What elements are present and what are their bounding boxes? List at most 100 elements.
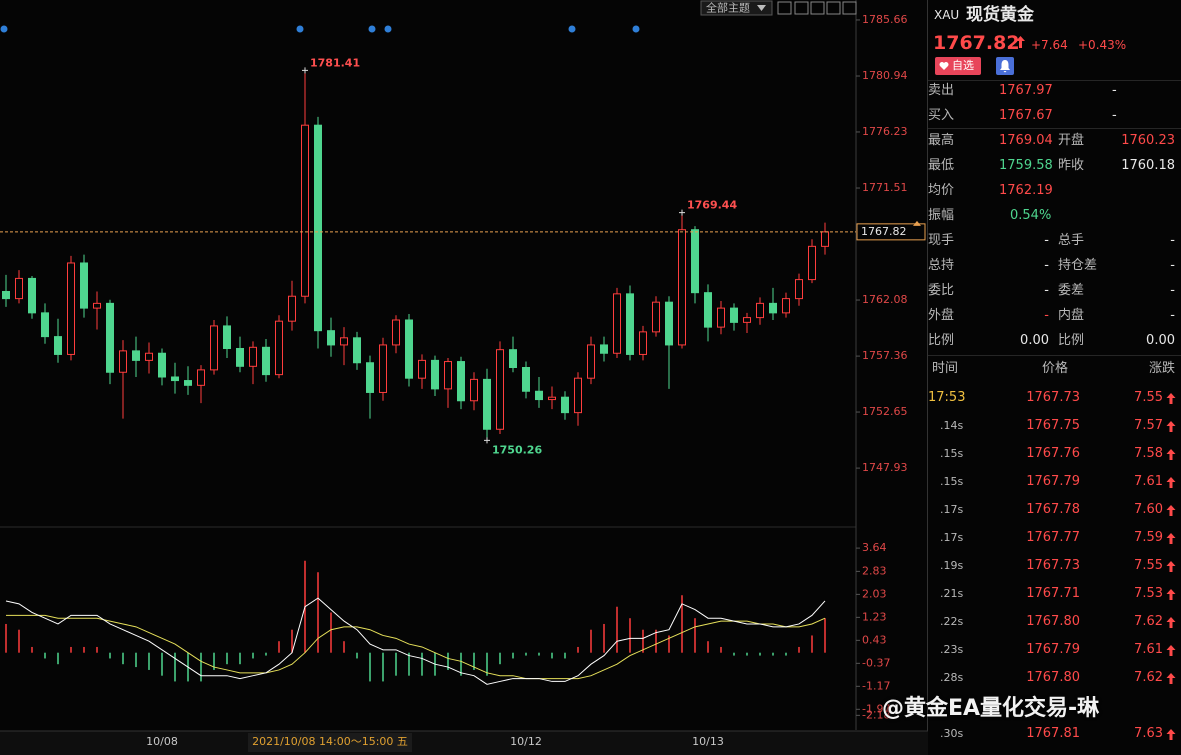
quote-r2-1: - bbox=[1044, 258, 1049, 273]
watch-button[interactable]: 自选 bbox=[935, 57, 981, 75]
instrument-name: 现货黄金 bbox=[966, 5, 1034, 25]
candle-body bbox=[236, 347, 244, 367]
theme-button[interactable] bbox=[700, 0, 773, 16]
quote-avg-0: 均价 bbox=[928, 183, 955, 198]
candle-body bbox=[366, 362, 374, 393]
quote-high-2: 开盘 bbox=[1058, 133, 1085, 148]
candle-body bbox=[561, 396, 569, 414]
tick-change: 7.58 bbox=[1134, 446, 1163, 461]
tick-price: 1767.81 bbox=[1026, 726, 1080, 741]
event-dot bbox=[296, 25, 304, 33]
candle-body bbox=[2, 290, 10, 300]
separator bbox=[928, 128, 1181, 129]
candle-body bbox=[522, 367, 530, 392]
tick-time: .15s bbox=[940, 447, 964, 460]
tick-header-change: 涨跌 bbox=[1148, 361, 1175, 376]
candle-body bbox=[67, 262, 75, 355]
up-arrow bbox=[1166, 449, 1176, 460]
quote-buy-0: 买入 bbox=[928, 108, 955, 123]
quote-r5-1: 0.00 bbox=[1020, 333, 1049, 348]
tick-time: 17:53 bbox=[928, 390, 966, 405]
candle-body bbox=[431, 359, 439, 390]
candle-body bbox=[691, 229, 699, 294]
quote-r3-2: 委差 bbox=[1058, 283, 1085, 298]
y-tick-label: -2.18 bbox=[862, 708, 890, 721]
quote-sell-1: 1767.97 bbox=[999, 83, 1053, 98]
tick-price: 1767.77 bbox=[1026, 530, 1080, 545]
candle-body bbox=[782, 298, 790, 314]
candle-body bbox=[613, 293, 621, 354]
price-change: +7.64 bbox=[1031, 38, 1068, 52]
candle-body bbox=[483, 378, 491, 430]
up-arrow bbox=[1166, 421, 1176, 432]
quote-sell-0: 卖出 bbox=[928, 83, 955, 98]
y-tick-label: 1785.66 bbox=[862, 13, 908, 26]
candle-body bbox=[405, 319, 413, 379]
separator bbox=[928, 80, 1181, 81]
tool-icon[interactable] bbox=[777, 1, 792, 15]
candle-body bbox=[223, 325, 231, 349]
up-arrow bbox=[1166, 477, 1176, 488]
candle-body bbox=[639, 331, 647, 355]
alert-button[interactable] bbox=[996, 57, 1014, 75]
tick-time: .22s bbox=[940, 615, 964, 628]
last-price-label: 1767.82 bbox=[861, 225, 907, 238]
tick-change: 7.59 bbox=[1134, 530, 1163, 545]
up-arrow bbox=[1166, 729, 1176, 740]
tick-change: 7.62 bbox=[1134, 614, 1163, 629]
y-tick-label: 1.23 bbox=[862, 610, 887, 623]
up-arrow bbox=[1166, 533, 1176, 544]
quote-r3-0: 委比 bbox=[928, 283, 955, 298]
watch-label: 自选 bbox=[952, 59, 974, 72]
candle-body bbox=[171, 376, 179, 382]
tick-time: .21s bbox=[940, 587, 964, 600]
candle-body bbox=[678, 229, 686, 346]
y-tick-label: 1776.23 bbox=[862, 125, 908, 138]
last-price-box bbox=[856, 223, 926, 241]
tool-icon[interactable] bbox=[810, 1, 825, 15]
tick-price: 1767.79 bbox=[1026, 642, 1080, 657]
tool-icon[interactable] bbox=[794, 1, 809, 15]
event-dot bbox=[0, 25, 8, 33]
candle-body bbox=[600, 344, 608, 354]
chart: 全部主题 2021/10/08 14:00～15:00 五 1747.93 175… bbox=[0, 0, 928, 755]
y-tick-label: -1.17 bbox=[862, 679, 890, 692]
extreme-marker bbox=[484, 437, 490, 444]
dropdown-icon bbox=[757, 5, 766, 11]
candle-body bbox=[587, 344, 595, 379]
candle-body bbox=[535, 390, 543, 401]
tool-icon[interactable] bbox=[842, 1, 857, 15]
candle-body bbox=[457, 361, 465, 402]
y-tick-label: -1.97 bbox=[862, 702, 890, 715]
quote-r2-2: 持仓差 bbox=[1058, 258, 1098, 273]
x-tick-label: 10/12 bbox=[510, 735, 542, 748]
quote-r1-2: 总手 bbox=[1058, 233, 1085, 248]
y-tick-label: 1757.36 bbox=[862, 349, 908, 362]
quote-r1-1: - bbox=[1044, 233, 1049, 248]
candle-body bbox=[626, 293, 634, 355]
y-tick-label: 2.83 bbox=[862, 564, 887, 577]
up-arrow bbox=[1166, 393, 1176, 404]
tick-price: 1767.75 bbox=[1026, 418, 1080, 433]
tool-icon[interactable] bbox=[826, 1, 841, 15]
candle-body bbox=[301, 124, 309, 297]
quote-r1-0: 现手 bbox=[928, 233, 955, 248]
candle-body bbox=[158, 352, 166, 378]
candle-body bbox=[340, 337, 348, 346]
y-tick-label: 1752.65 bbox=[862, 405, 908, 418]
extreme-label: 1781.41 bbox=[310, 56, 360, 69]
extreme-marker bbox=[679, 209, 685, 216]
quote-r2-0: 总持 bbox=[928, 258, 955, 273]
candle-body bbox=[353, 337, 361, 364]
tick-time: .17s bbox=[940, 503, 964, 516]
quote-r3-1: - bbox=[1044, 283, 1049, 298]
macd-dif-line bbox=[5, 597, 826, 685]
tick-price: 1767.76 bbox=[1026, 446, 1080, 461]
price-change-percent: +0.43% bbox=[1078, 38, 1127, 52]
time-axis-bg bbox=[0, 731, 928, 755]
last-price-arrow bbox=[913, 220, 921, 226]
tick-price: 1767.79 bbox=[1026, 474, 1080, 489]
quote-amp-1: 0.54% bbox=[1010, 208, 1052, 223]
quote-sell-2: - bbox=[1112, 83, 1117, 98]
candle-body bbox=[509, 349, 517, 368]
